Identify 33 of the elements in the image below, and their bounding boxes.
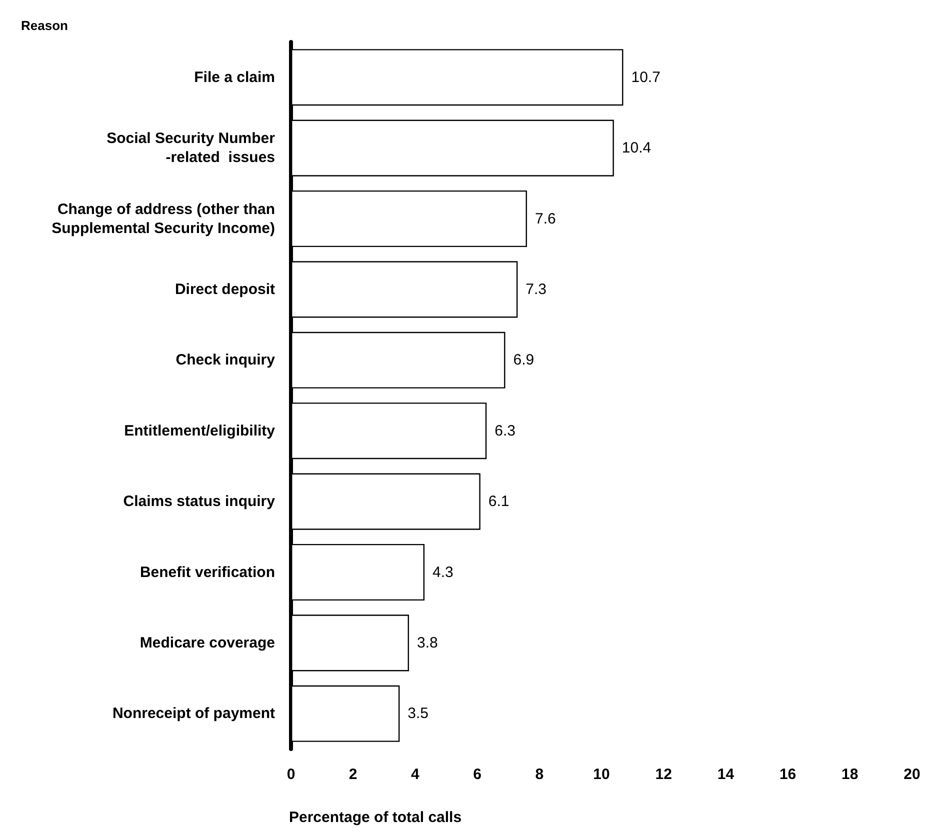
x-tick-label: 20 <box>904 766 920 783</box>
data-label: 7.3 <box>526 280 547 298</box>
y-axis-title: Reason <box>21 18 68 33</box>
x-tick-label: 0 <box>286 766 296 783</box>
data-label: 10.4 <box>622 140 652 157</box>
y-tick-label: Direct deposit <box>174 280 275 298</box>
data-label: 6.9 <box>513 352 534 369</box>
y-tick-label: Social Security Number -related issues <box>106 130 276 166</box>
y-tick-label: File a claim <box>194 68 275 86</box>
y-tick-label: Nonreceipt of payment <box>112 705 275 722</box>
y-tick-label: Entitlement/eligibility <box>124 422 276 440</box>
y-tick-label: Benefit verification <box>140 564 275 581</box>
x-tick-label: 2 <box>348 766 358 783</box>
x-tick-label: 10 <box>593 766 610 783</box>
y-tick-label: Change of address (other than Supplemental Security Income) <box>52 200 276 237</box>
data-label: 10.7 <box>631 68 660 86</box>
x-tick-label: 14 <box>717 766 735 783</box>
data-label: 6.3 <box>494 422 516 440</box>
y-tick-label: Medicare coverage <box>140 634 275 652</box>
data-label: 3.8 <box>416 634 438 652</box>
x-axis-title: Percentage of total calls <box>289 809 462 826</box>
data-label: 6.1 <box>488 493 510 510</box>
x-tick-label: 6 <box>473 766 482 783</box>
y-tick-label: Check inquiry <box>176 352 276 369</box>
x-tick-label: 8 <box>535 766 544 783</box>
x-tick-label: 16 <box>779 766 796 783</box>
x-tick-label: 12 <box>655 766 672 783</box>
data-label: 7.6 <box>534 210 556 228</box>
data-label: 3.5 <box>408 705 429 722</box>
x-tick-label: 18 <box>842 766 858 783</box>
x-tick-label: 4 <box>411 766 420 783</box>
data-label: 4.3 <box>432 564 454 581</box>
y-tick-label: Claims status inquiry <box>123 493 276 510</box>
